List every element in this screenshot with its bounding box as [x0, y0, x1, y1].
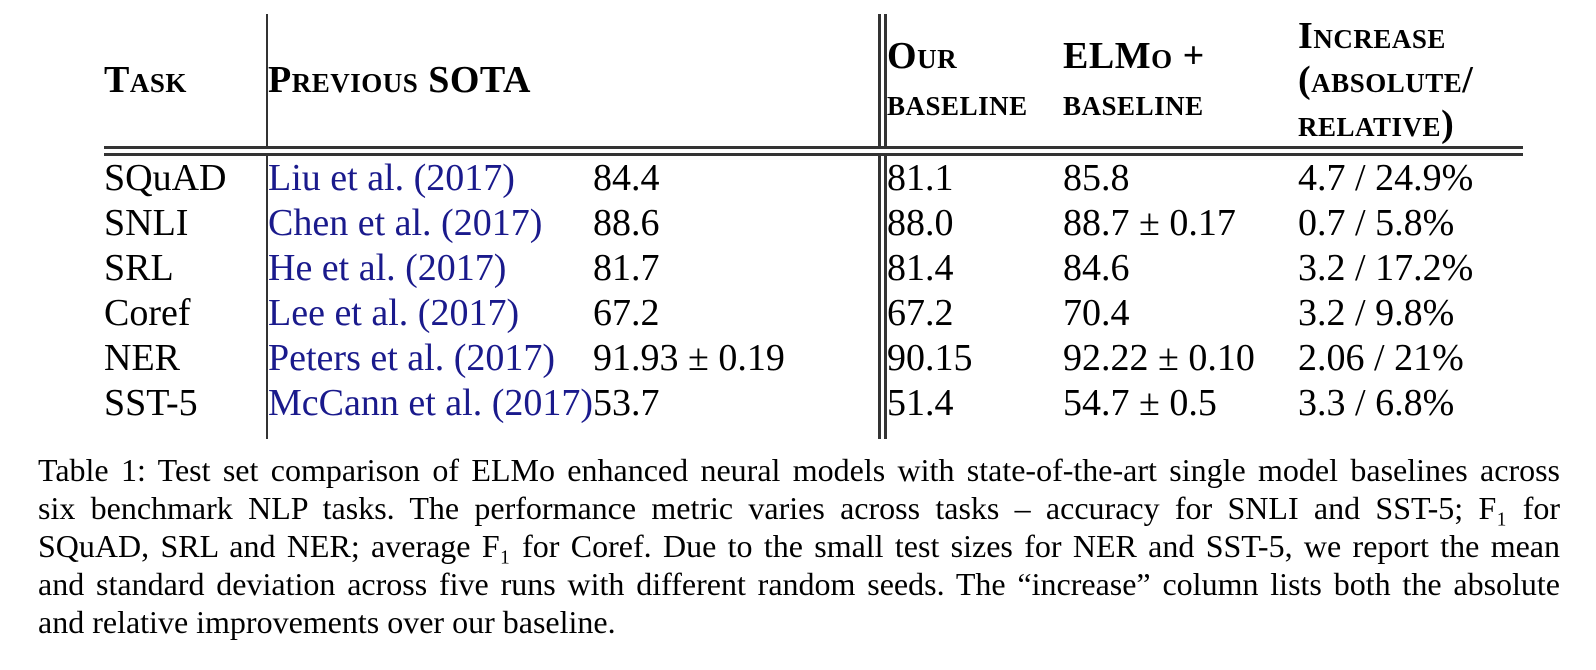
sota-value: 88.6: [593, 201, 888, 246]
header-our-baseline-line2: baseline: [887, 82, 1028, 124]
citation-cell: He et al. (2017): [267, 246, 593, 291]
header-elmo-baseline-line2: baseline: [1063, 82, 1204, 124]
citation-link[interactable]: Peters et al. (2017): [268, 337, 556, 379]
our-baseline-value: 67.2: [887, 292, 954, 334]
increase-value: 0.7 / 5.8%: [1298, 202, 1455, 244]
elmo-baseline-value: 85.8: [1063, 157, 1130, 199]
header-our-baseline: Our baseline: [882, 14, 1064, 156]
caption-line: SQuAD, SRL and NER; average F₁ for Coref…: [38, 528, 1560, 564]
table-row: SST-5 McCann et al. (2017) 53.7 51.4 54.…: [104, 381, 1523, 439]
sota-value: 67.2: [593, 291, 888, 336]
sota-value: 53.7: [593, 381, 888, 439]
task-cell: SQuAD: [104, 151, 268, 201]
citation-link[interactable]: Liu et al. (2017): [268, 157, 515, 199]
header-increase: Increase (absolute/ relative): [1298, 14, 1524, 156]
our-baseline-value: 81.4: [887, 247, 954, 289]
sota-value: 91.93 ± 0.19: [593, 336, 888, 381]
increase-value: 3.3 / 6.8%: [1298, 382, 1455, 424]
header-increase-line3: relative): [1298, 103, 1455, 145]
citation-cell: Lee et al. (2017): [267, 291, 593, 336]
task-cell: NER: [104, 336, 268, 381]
table-row: NER Peters et al. (2017) 91.93 ± 0.19 90…: [104, 336, 1523, 381]
elmo-baseline-value: 92.22 ± 0.10: [1063, 337, 1255, 379]
header-previous-sota: Previous SOTA: [267, 14, 888, 156]
citation-cell: Peters et al. (2017): [267, 336, 593, 381]
our-baseline-value: 81.1: [887, 157, 954, 199]
elmo-baseline-value: 70.4: [1063, 292, 1130, 334]
elmo-baseline-value: 54.7 ± 0.5: [1063, 382, 1217, 424]
table-row: SQuAD Liu et al. (2017) 84.4 81.1 85.8 4…: [104, 151, 1523, 201]
header-our-baseline-line1: Our: [887, 35, 958, 77]
header-increase-line1: Increase: [1298, 15, 1446, 57]
table-header-row: Task Previous SOTA Our baseline ELMo + b…: [104, 14, 1524, 156]
increase-value: 4.7 / 24.9%: [1298, 157, 1474, 199]
increase-value: 3.2 / 17.2%: [1298, 247, 1474, 289]
citation-link[interactable]: McCann et al. (2017): [268, 382, 594, 424]
our-baseline-value: 51.4: [887, 382, 954, 424]
citation-cell: Chen et al. (2017): [267, 201, 593, 246]
header-task: Task: [104, 14, 268, 156]
task-cell: SNLI: [104, 201, 268, 246]
table-caption: Table 1: Test set comparison of ELMo enh…: [38, 451, 1560, 641]
table-row: Coref Lee et al. (2017) 67.2 67.2 70.4 3…: [104, 291, 1523, 336]
header-elmo-baseline-line1: ELMo +: [1063, 35, 1205, 77]
citation-cell: McCann et al. (2017): [267, 381, 593, 439]
sota-value: 84.4: [593, 151, 888, 201]
increase-value: 2.06 / 21%: [1298, 337, 1464, 379]
results-table: Task Previous SOTA Our baseline ELMo + b…: [104, 14, 1524, 439]
increase-value: 3.2 / 9.8%: [1298, 292, 1455, 334]
citation-link[interactable]: He et al. (2017): [268, 247, 507, 289]
header-increase-line2: (absolute/: [1298, 59, 1474, 101]
caption-line: six benchmark NLP tasks. The performance…: [38, 490, 1560, 526]
our-baseline-value: 90.15: [887, 337, 973, 379]
caption-line: and relative improvements over our basel…: [38, 604, 616, 640]
sota-value: 81.7: [593, 246, 888, 291]
citation-cell: Liu et al. (2017): [267, 151, 593, 201]
caption-line: Table 1: Test set comparison of ELMo enh…: [38, 452, 1560, 488]
citation-link[interactable]: Chen et al. (2017): [268, 202, 543, 244]
table-row: SRL He et al. (2017) 81.7 81.4 84.6 3.2 …: [104, 246, 1523, 291]
task-cell: SST-5: [104, 381, 268, 439]
citation-link[interactable]: Lee et al. (2017): [268, 292, 520, 334]
caption-line: and standard deviation across five runs …: [38, 566, 1560, 602]
task-cell: SRL: [104, 246, 268, 291]
header-elmo-baseline: ELMo + baseline: [1063, 14, 1299, 156]
task-cell: Coref: [104, 291, 268, 336]
table-row: SNLI Chen et al. (2017) 88.6 88.0 88.7 ±…: [104, 201, 1523, 246]
our-baseline-value: 88.0: [887, 202, 954, 244]
elmo-baseline-value: 88.7 ± 0.17: [1063, 202, 1236, 244]
elmo-baseline-value: 84.6: [1063, 247, 1130, 289]
